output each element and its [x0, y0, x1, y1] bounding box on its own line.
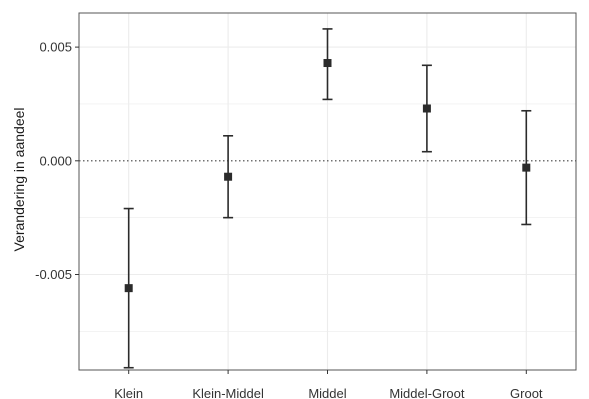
data-marks — [123, 28, 532, 369]
errorbar-group-middel — [322, 28, 333, 101]
y-tick-label: -0.005 — [35, 267, 72, 282]
errorbar-group-klein — [123, 207, 134, 369]
x-tick-label: Klein — [114, 386, 143, 399]
y-axis-ticks: -0.005 0.000 0.005 — [35, 40, 79, 282]
x-tick-label: Middel — [308, 386, 346, 399]
errorbar-group-klein-middel — [223, 134, 234, 219]
errorbar-group-middel-groot — [421, 64, 432, 153]
point-estimate-marker — [224, 172, 233, 181]
point-estimate-marker — [522, 163, 531, 172]
y-tick-label: 0.000 — [39, 153, 72, 168]
point-estimate-marker — [422, 104, 431, 113]
y-tick-label: 0.005 — [39, 40, 72, 55]
point-estimate-marker — [323, 59, 332, 68]
errorbar-group-groot — [521, 109, 532, 226]
x-tick-label: Klein-Middel — [192, 386, 264, 399]
x-tick-label: Middel-Groot — [389, 386, 465, 399]
x-axis-ticks: Klein Klein-Middel Middel Middel-Groot Groot — [114, 370, 543, 399]
point-estimate-marker — [124, 284, 133, 293]
x-tick-label: Groot — [510, 386, 543, 399]
y-axis-title: Verandering in aandeel — [11, 107, 27, 251]
